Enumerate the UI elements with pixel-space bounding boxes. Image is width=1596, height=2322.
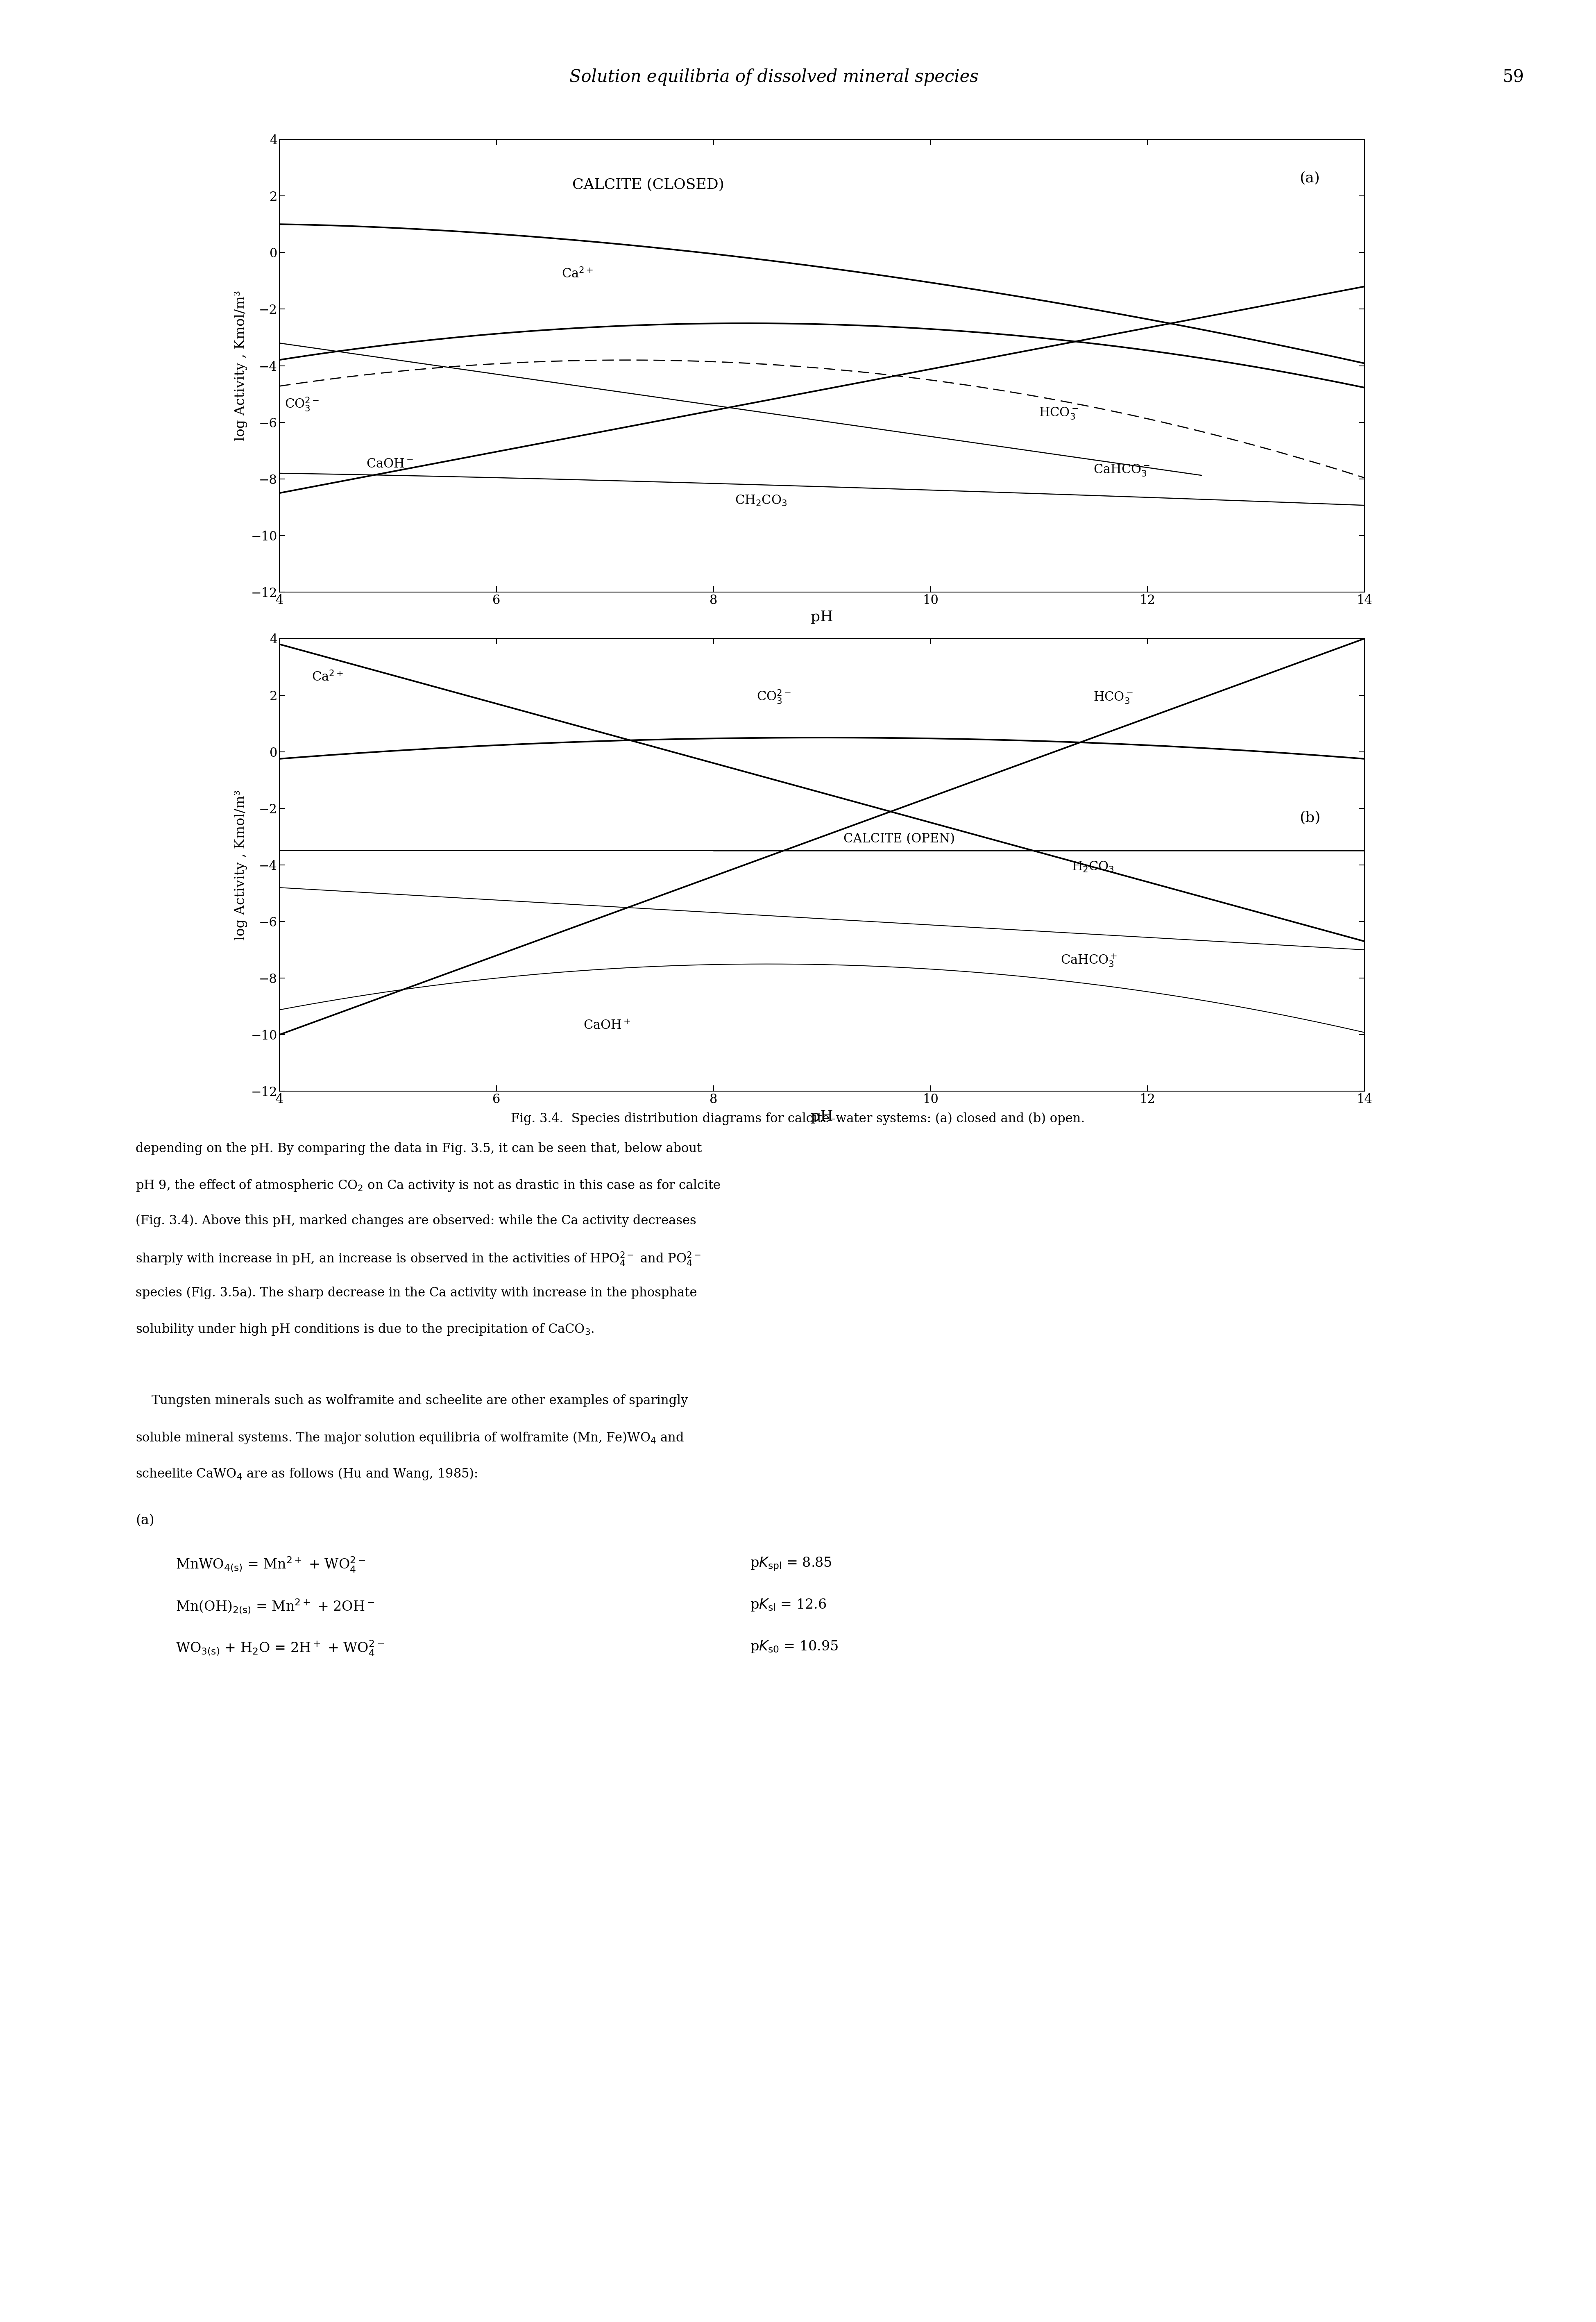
Text: p$K_{\rm spl}$ = 8.85: p$K_{\rm spl}$ = 8.85 xyxy=(750,1556,832,1572)
Text: WO$_{3(\rm s)}$ + H$_2$O = 2H$^+$ + WO$_4^{2-}$: WO$_{3(\rm s)}$ + H$_2$O = 2H$^+$ + WO$_… xyxy=(176,1639,385,1658)
Text: Ca$^{2+}$: Ca$^{2+}$ xyxy=(562,267,594,281)
Text: CaOH$^+$: CaOH$^+$ xyxy=(583,1019,630,1031)
Text: solubility under high pH conditions is due to the precipitation of CaCO$_3$.: solubility under high pH conditions is d… xyxy=(136,1321,594,1337)
Text: Ca$^{2+}$: Ca$^{2+}$ xyxy=(311,671,343,685)
Text: sharply with increase in pH, an increase is observed in the activities of HPO$_4: sharply with increase in pH, an increase… xyxy=(136,1249,701,1268)
Text: scheelite CaWO$_4$ are as follows (Hu and Wang, 1985):: scheelite CaWO$_4$ are as follows (Hu an… xyxy=(136,1468,477,1481)
X-axis label: pH: pH xyxy=(811,1110,833,1124)
Text: HCO$_3^-$: HCO$_3^-$ xyxy=(1093,690,1133,706)
Text: species (Fig. 3.5a). The sharp decrease in the Ca activity with increase in the : species (Fig. 3.5a). The sharp decrease … xyxy=(136,1286,697,1300)
Text: (a): (a) xyxy=(136,1514,155,1528)
Text: Solution equilibria of dissolved mineral species: Solution equilibria of dissolved mineral… xyxy=(570,67,978,86)
Text: CaOH$^-$: CaOH$^-$ xyxy=(365,457,413,471)
Text: CO$_3^{2-}$: CO$_3^{2-}$ xyxy=(284,397,319,413)
Text: (Fig. 3.4). Above this pH, marked changes are observed: while the Ca activity de: (Fig. 3.4). Above this pH, marked change… xyxy=(136,1214,696,1228)
Text: (b): (b) xyxy=(1299,810,1320,824)
Text: soluble mineral systems. The major solution equilibria of wolframite (Mn, Fe)WO$: soluble mineral systems. The major solut… xyxy=(136,1430,685,1444)
Text: pH 9, the effect of atmospheric CO$_2$ on Ca activity is not as drastic in this : pH 9, the effect of atmospheric CO$_2$ o… xyxy=(136,1180,721,1194)
Text: p$K_{\rm sl}$ = 12.6: p$K_{\rm sl}$ = 12.6 xyxy=(750,1598,827,1611)
X-axis label: pH: pH xyxy=(811,611,833,625)
Text: H$_2$CO$_3$: H$_2$CO$_3$ xyxy=(1071,861,1114,873)
Text: MnWO$_{4(\rm s)}$ = Mn$^{2+}$ + WO$_4^{2-}$: MnWO$_{4(\rm s)}$ = Mn$^{2+}$ + WO$_4^{2… xyxy=(176,1556,365,1574)
Text: CALCITE (CLOSED): CALCITE (CLOSED) xyxy=(573,179,725,193)
Text: p$K_{\rm s0}$ = 10.95: p$K_{\rm s0}$ = 10.95 xyxy=(750,1639,838,1653)
Y-axis label: log Activity , Kmol/m³: log Activity , Kmol/m³ xyxy=(235,290,247,441)
Text: (a): (a) xyxy=(1299,172,1320,186)
Text: CALCITE (OPEN): CALCITE (OPEN) xyxy=(844,834,954,845)
Text: Tungsten minerals such as wolframite and scheelite are other examples of sparing: Tungsten minerals such as wolframite and… xyxy=(136,1393,688,1407)
Y-axis label: log Activity , Kmol/m³: log Activity , Kmol/m³ xyxy=(235,789,247,940)
Text: Fig. 3.4.  Species distribution diagrams for calcite–water systems: (a) closed a: Fig. 3.4. Species distribution diagrams … xyxy=(511,1112,1085,1126)
Text: Mn(OH)$_{2(\rm s)}$ = Mn$^{2+}$ + 2OH$^-$: Mn(OH)$_{2(\rm s)}$ = Mn$^{2+}$ + 2OH$^-… xyxy=(176,1598,375,1616)
Text: CaHCO$_3^-$: CaHCO$_3^-$ xyxy=(1093,462,1151,478)
Text: HCO$_3^-$: HCO$_3^-$ xyxy=(1039,406,1079,420)
Text: depending on the pH. By comparing the data in Fig. 3.5, it can be seen that, bel: depending on the pH. By comparing the da… xyxy=(136,1142,702,1154)
Text: 59: 59 xyxy=(1502,67,1524,86)
Text: CO$_3^{2-}$: CO$_3^{2-}$ xyxy=(757,690,792,706)
Text: CH$_2$CO$_3$: CH$_2$CO$_3$ xyxy=(736,495,787,506)
Text: CaHCO$_3^+$: CaHCO$_3^+$ xyxy=(1061,952,1117,968)
